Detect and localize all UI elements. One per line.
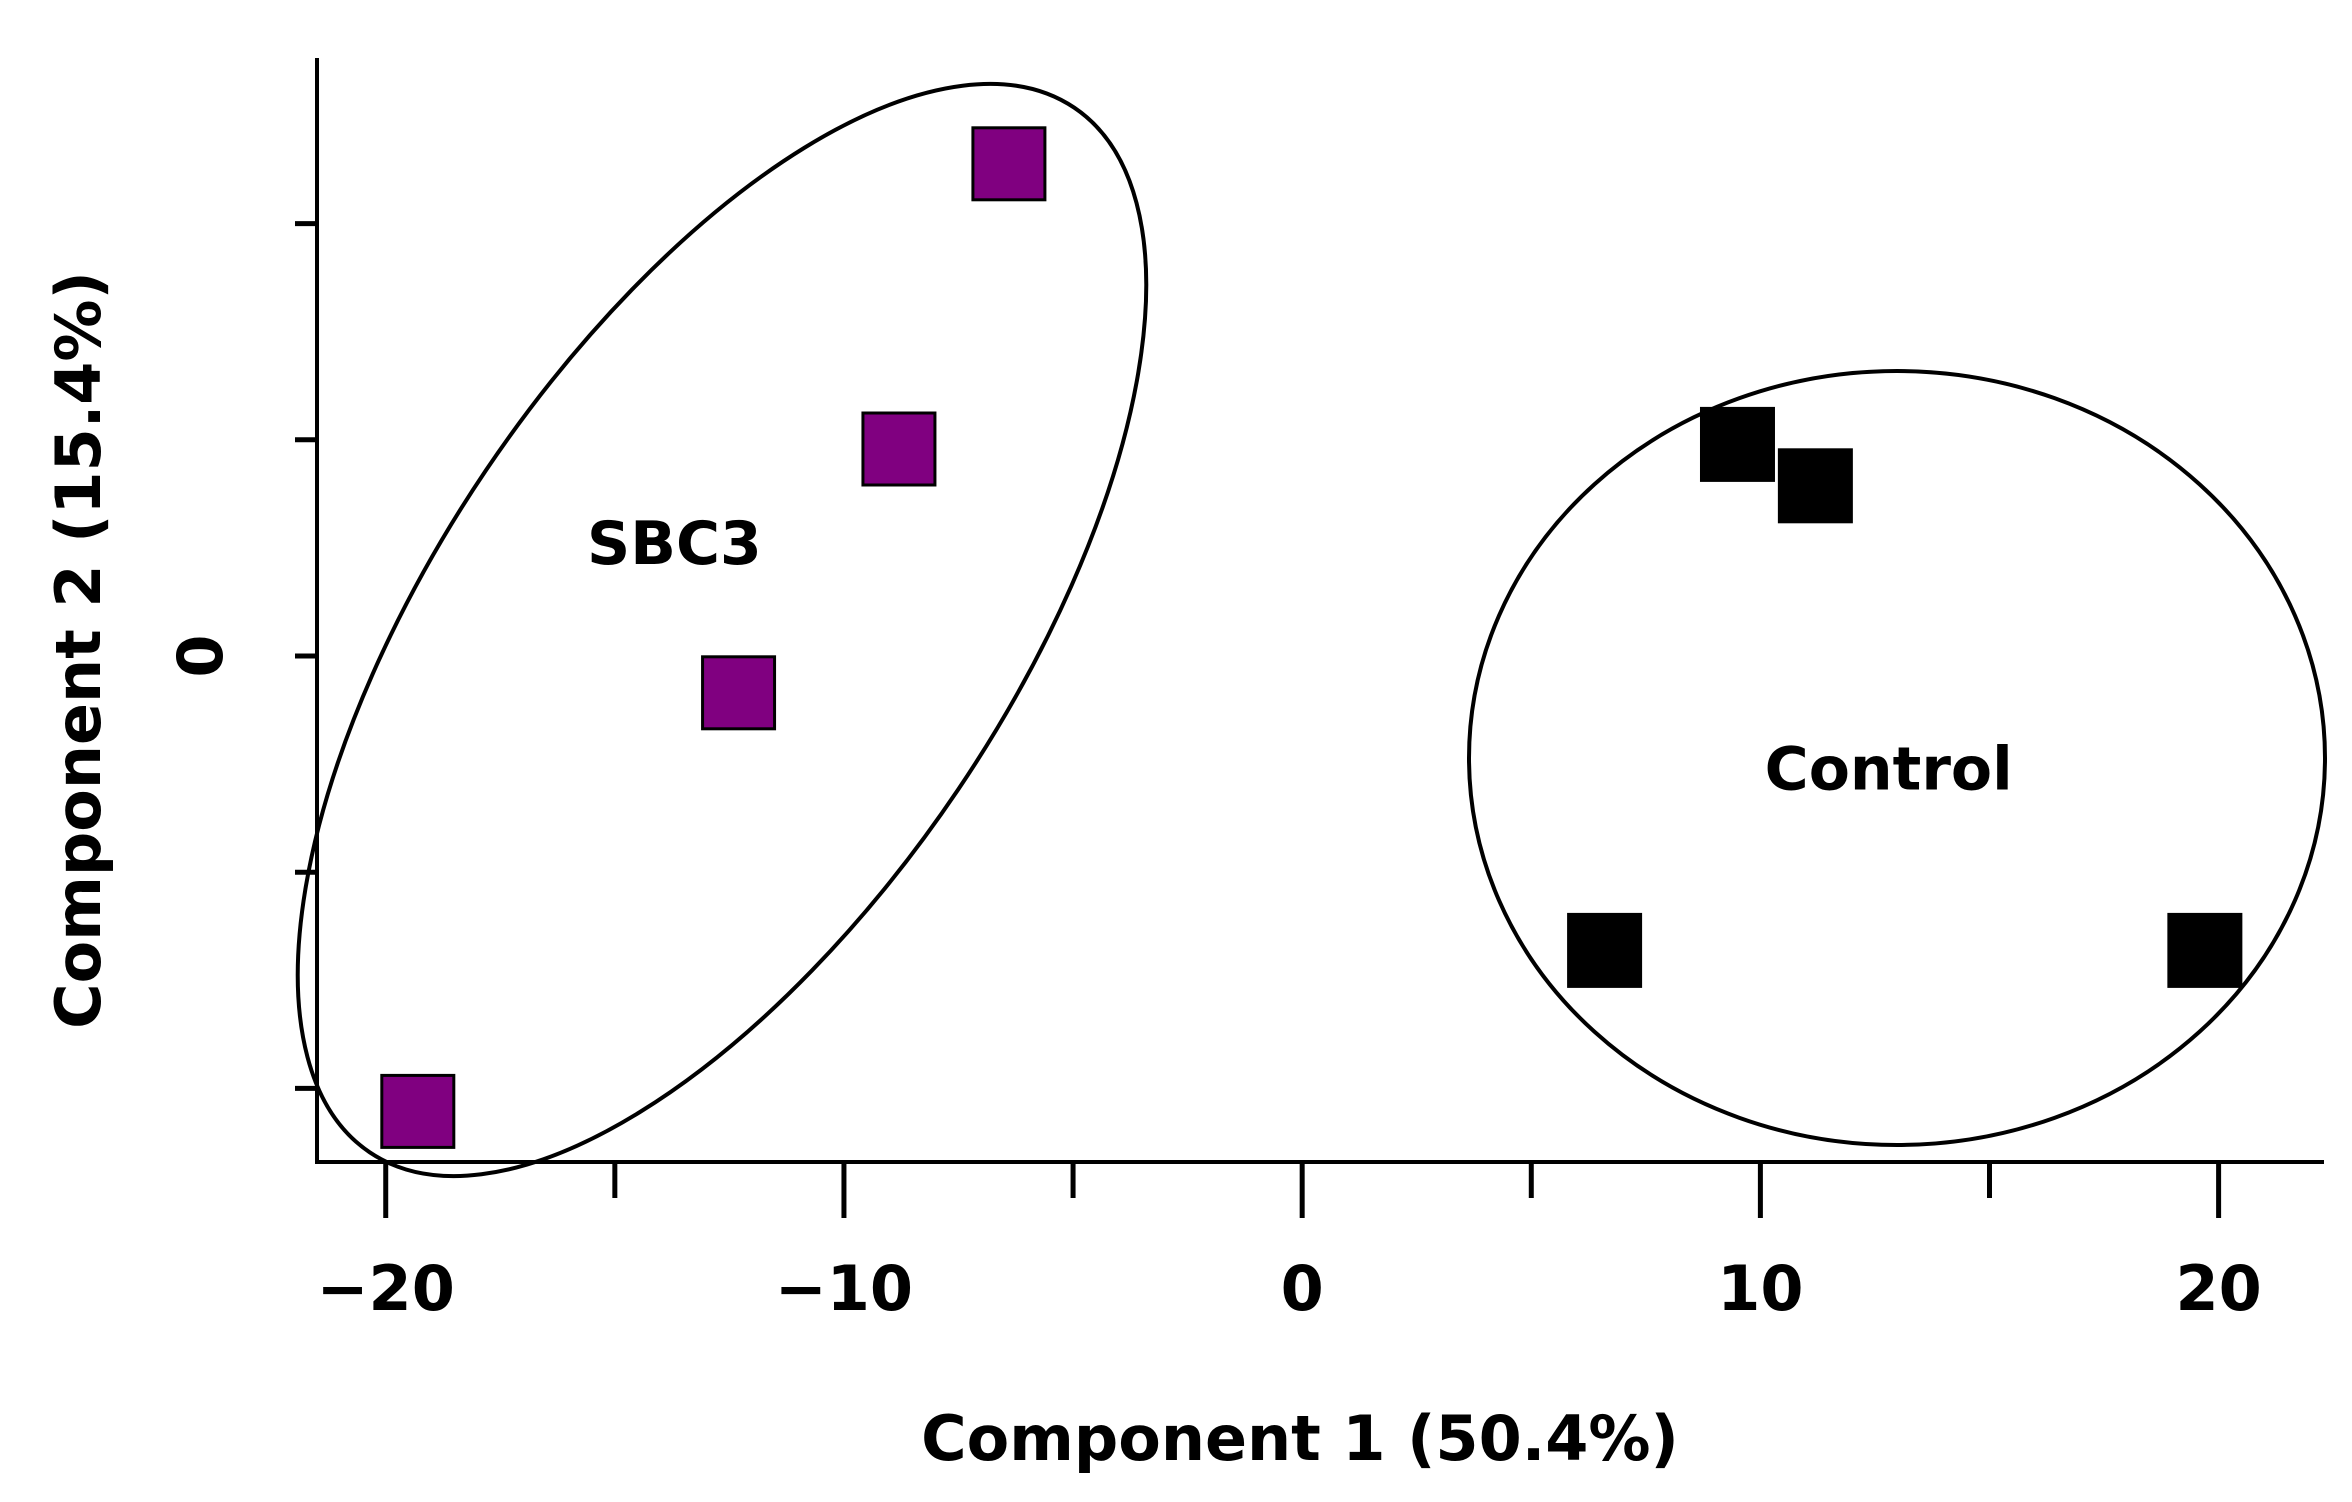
y-axis-label: Component 2 (15.4%): [42, 271, 115, 1029]
x-tick-label: −10: [775, 1252, 913, 1325]
sbc3-group-ellipse: [295, 81, 1149, 1179]
data-points: [380, 126, 2243, 1149]
data-point-control: [2167, 912, 2243, 988]
data-point-control: [1699, 406, 1775, 482]
data-point-control: [1777, 448, 1853, 524]
x-axis-label: Component 1 (50.4%): [921, 1402, 1679, 1475]
annotations: SBC3 Control: [587, 509, 2013, 804]
data-point-sbc3: [380, 1073, 456, 1149]
control-group-ellipse: [1467, 369, 2327, 1147]
x-tick-label: −20: [317, 1252, 455, 1325]
x-tick-label: 20: [2175, 1252, 2261, 1325]
group-ellipses: [295, 81, 2327, 1179]
y-tick-label: 0: [164, 634, 237, 677]
data-point-sbc3: [971, 126, 1047, 202]
labels: Component 1 (50.4%) Component 2 (15.4%) …: [42, 271, 2262, 1475]
ticks: [295, 221, 2222, 1218]
x-tick-label: 10: [1717, 1252, 1803, 1325]
data-point-sbc3: [701, 655, 777, 731]
group-label-sbc3: SBC3: [587, 509, 762, 579]
data-point-control: [1567, 912, 1643, 988]
axes: [315, 58, 2324, 1164]
group-label-control: Control: [1765, 734, 2013, 804]
data-point-sbc3: [861, 411, 937, 487]
x-tick-label: 0: [1281, 1252, 1324, 1325]
